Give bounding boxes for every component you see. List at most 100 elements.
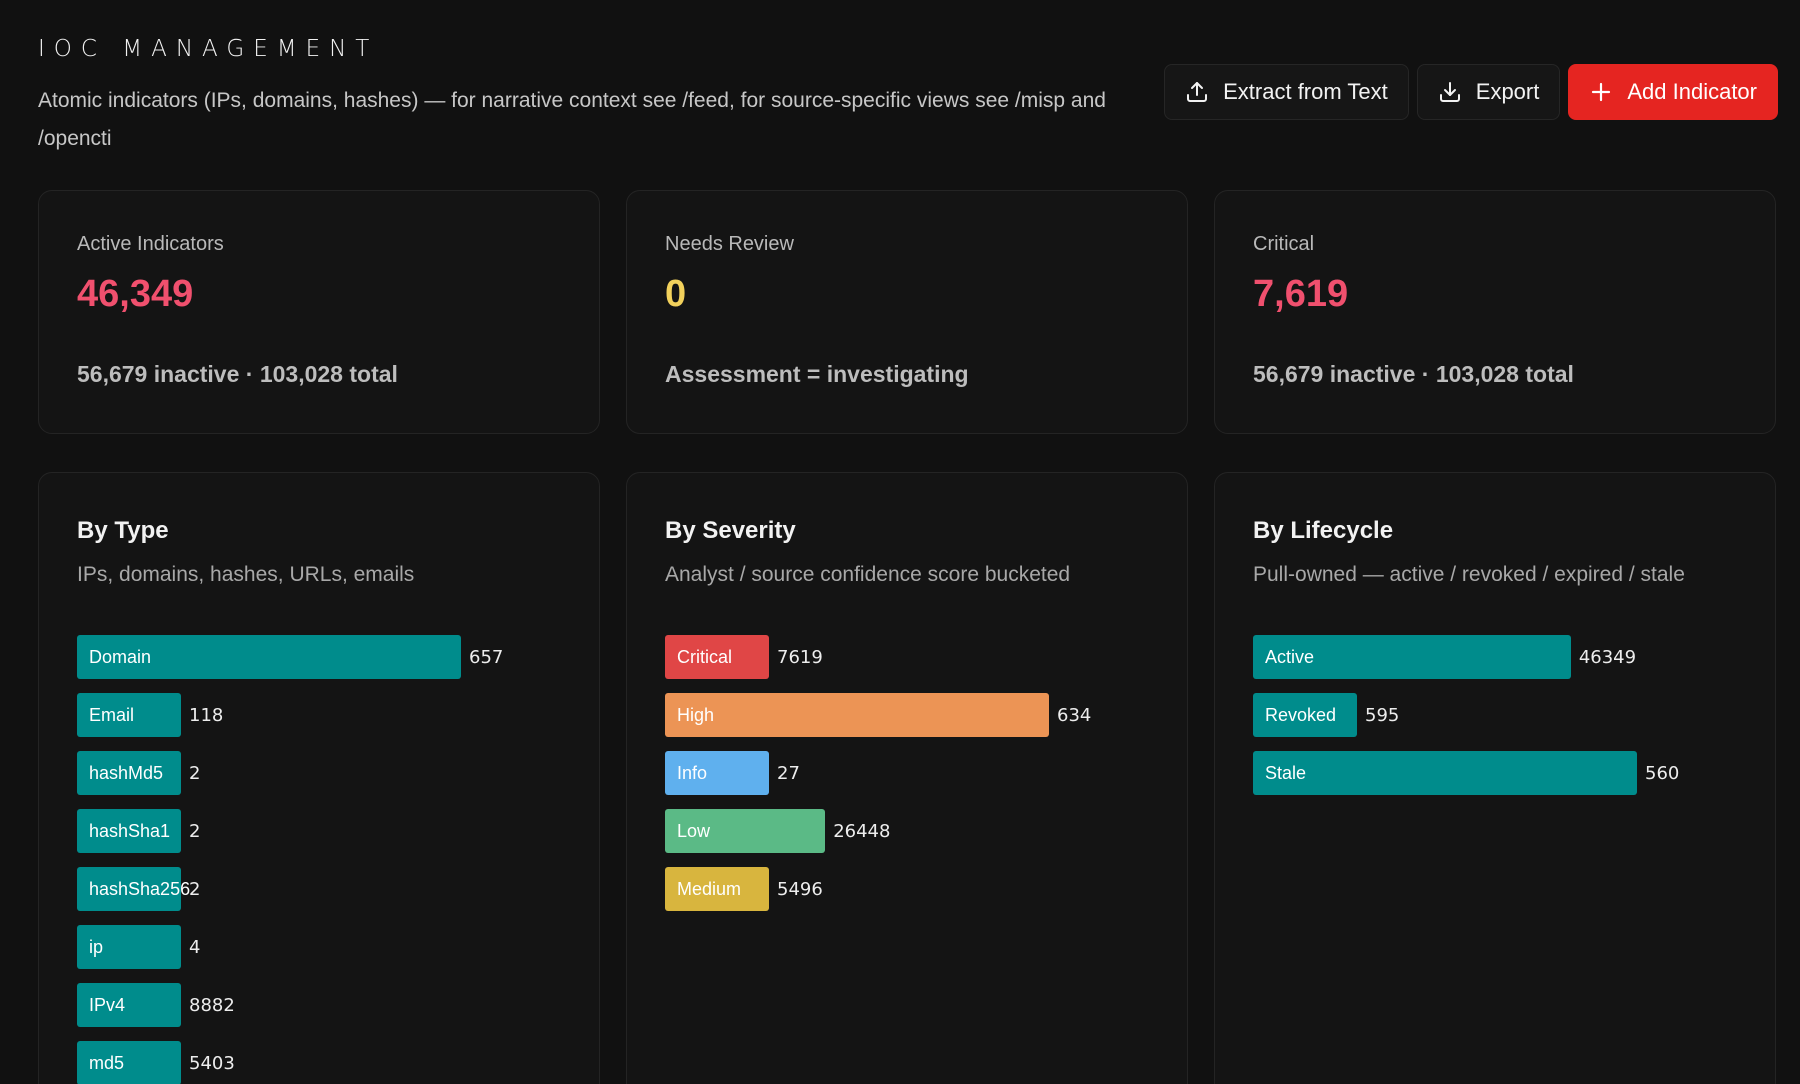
bar-row: Info 27 xyxy=(665,750,1151,796)
plus-icon xyxy=(1589,80,1613,104)
bar[interactable]: hashSha256 xyxy=(77,867,190,911)
bar[interactable]: Info xyxy=(665,751,769,795)
bar-row: ip 4 xyxy=(77,924,563,970)
bar[interactable]: Revoked xyxy=(1253,693,1357,737)
chart-title: By Severity xyxy=(665,517,796,544)
bar-row: Critical 7619 xyxy=(665,634,1151,680)
bar-row: Stale 560 xyxy=(1253,750,1739,796)
header-actions: Extract from Text Export Add Indicator xyxy=(1164,64,1778,120)
bar[interactable]: Stale xyxy=(1253,751,1637,795)
bar-row: Email 118 xyxy=(77,692,563,738)
bar[interactable]: High xyxy=(665,693,1049,737)
chart-title: By Type xyxy=(77,517,169,544)
bar-label: High xyxy=(677,704,715,725)
bar-value: 46349 xyxy=(1578,646,1637,668)
bar-list: Critical 7619 High 634 Info 27 Low 26448 Medium 5… xyxy=(665,634,1151,924)
upload-icon xyxy=(1185,80,1209,104)
bar-row: Active 46349 xyxy=(1253,634,1739,680)
bar-label: Stale xyxy=(1265,762,1307,783)
extract-from-text-button[interactable]: Extract from Text xyxy=(1164,64,1409,120)
bar-list: Active 46349 Revoked 595 Stale 560 xyxy=(1253,634,1739,808)
bar-label: Domain xyxy=(89,646,152,667)
export-button[interactable]: Export xyxy=(1416,64,1561,120)
bar-value: 634 xyxy=(1057,704,1092,726)
chart-subtitle: Analyst / source confidence score bucket… xyxy=(665,563,1071,586)
page-title: IOC MANAGEMENT xyxy=(38,36,379,62)
extract-button-label: Extract from Text xyxy=(1223,79,1388,104)
chart-card-by-lifecycle: By Lifecycle Pull-owned — active / revok… xyxy=(1214,472,1776,1084)
chart-title: By Lifecycle xyxy=(1253,517,1394,544)
bar-label: Revoked xyxy=(1265,704,1337,725)
stat-value: 46,349 xyxy=(77,273,194,315)
chart-card-by-type: By Type IPs, domains, hashes, URLs, emai… xyxy=(38,472,600,1084)
bar-value: 27 xyxy=(777,762,800,784)
chart-subtitle: Pull-owned — active / revoked / expired … xyxy=(1253,563,1685,586)
bar-label: Critical xyxy=(677,646,733,667)
bar[interactable]: Critical xyxy=(665,635,769,679)
bar-row: hashSha256 2 xyxy=(77,866,563,912)
bar-label: Low xyxy=(677,820,711,841)
bar-label: ip xyxy=(89,936,104,957)
page-subtitle: Atomic indicators (IPs, domains, hashes)… xyxy=(38,89,1106,150)
bar-value: 2 xyxy=(189,820,201,842)
bar-row: Domain 657 xyxy=(77,634,563,680)
bar[interactable]: Low xyxy=(665,809,826,853)
bar-value: 2 xyxy=(189,762,201,784)
bar-value: 5496 xyxy=(777,878,823,900)
bar-label: IPv4 xyxy=(89,994,126,1015)
stat-label: Critical xyxy=(1253,233,1315,255)
bar[interactable]: hashSha1 xyxy=(77,809,181,853)
bar-label: hashSha1 xyxy=(89,820,171,841)
bar[interactable]: ip xyxy=(77,925,181,969)
bar-value: 8882 xyxy=(189,994,235,1016)
bar[interactable]: md5 xyxy=(77,1041,181,1084)
download-icon xyxy=(1438,80,1462,104)
export-button-label: Export xyxy=(1475,79,1540,104)
stat-note: Assessment = investigating xyxy=(665,361,969,387)
bar-row: md5 5403 xyxy=(77,1040,563,1084)
bar[interactable]: Active xyxy=(1253,635,1571,679)
bar-value: 26448 xyxy=(833,820,891,842)
add-indicator-button[interactable]: Add Indicator xyxy=(1568,64,1778,120)
bar[interactable]: IPv4 xyxy=(77,983,181,1027)
bar-value: 595 xyxy=(1365,704,1400,726)
bar-row: hashMd5 2 xyxy=(77,750,563,796)
bar-value: 5403 xyxy=(189,1052,235,1074)
bar-value: 560 xyxy=(1645,762,1680,784)
bar-row: Low 26448 xyxy=(665,808,1151,854)
bar-label: Info xyxy=(677,762,708,783)
stat-card-active-indicators: Active Indicators 46,349 56,679 inactive… xyxy=(38,190,600,434)
bar-label: hashSha256 xyxy=(89,878,191,899)
bar-value: 118 xyxy=(189,704,224,726)
bar-list: Domain 657 Email 118 hashMd5 2 hashSha1 2 hashSh… xyxy=(77,634,563,1084)
stat-card-needs-review: Needs Review 0 Assessment = investigatin… xyxy=(626,190,1188,434)
bar-label: md5 xyxy=(89,1052,125,1073)
bar[interactable]: Email xyxy=(77,693,181,737)
bar-row: High 634 xyxy=(665,692,1151,738)
bar-label: Email xyxy=(89,704,135,725)
bar-value: 657 xyxy=(469,646,504,668)
bar-value: 4 xyxy=(189,936,201,958)
bar-row: Medium 5496 xyxy=(665,866,1151,912)
bar-value: 2 xyxy=(189,878,201,900)
bar-label: Active xyxy=(1265,646,1315,667)
stat-value: 7,619 xyxy=(1253,273,1349,315)
bar-label: hashMd5 xyxy=(89,762,164,783)
bar-value: 7619 xyxy=(777,646,823,668)
bar-row: IPv4 8882 xyxy=(77,982,563,1028)
page-header: IOC MANAGEMENT Atomic indicators (IPs, d… xyxy=(38,30,1778,150)
stat-note: 56,679 inactive · 103,028 total xyxy=(77,361,398,387)
bar[interactable]: Medium xyxy=(665,867,769,911)
stat-note: 56,679 inactive · 103,028 total xyxy=(1253,361,1574,387)
stat-value: 0 xyxy=(665,273,687,315)
stat-label: Active Indicators xyxy=(77,233,224,255)
add-indicator-button-label: Add Indicator xyxy=(1627,79,1757,104)
bar-row: hashSha1 2 xyxy=(77,808,563,854)
chart-subtitle: IPs, domains, hashes, URLs, emails xyxy=(77,563,415,586)
bar-row: Revoked 595 xyxy=(1253,692,1739,738)
stat-card-critical: Critical 7,619 56,679 inactive · 103,028… xyxy=(1214,190,1776,434)
stat-label: Needs Review xyxy=(665,233,794,255)
bar[interactable]: hashMd5 xyxy=(77,751,181,795)
bar-label: Medium xyxy=(677,878,742,899)
bar[interactable]: Domain xyxy=(77,635,461,679)
